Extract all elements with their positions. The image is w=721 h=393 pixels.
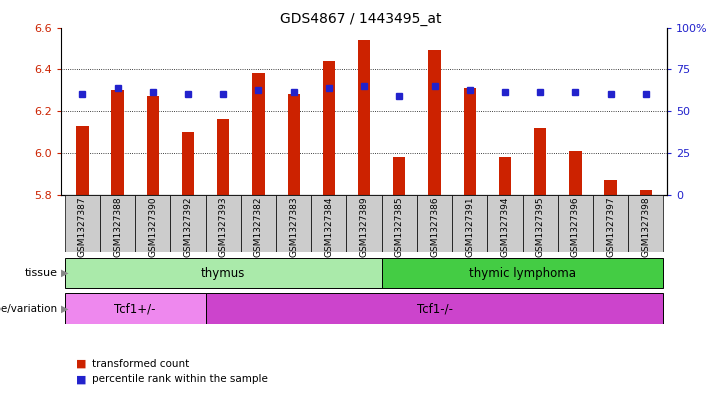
Bar [487, 195, 523, 252]
Text: GSM1327385: GSM1327385 [395, 196, 404, 257]
Bar [170, 195, 205, 252]
Bar [323, 61, 335, 195]
Bar [381, 258, 663, 288]
Bar [217, 119, 229, 195]
Bar [182, 132, 194, 195]
Bar [276, 195, 311, 252]
Text: GSM1327397: GSM1327397 [606, 196, 615, 257]
Text: GSM1327386: GSM1327386 [430, 196, 439, 257]
Bar [65, 294, 205, 323]
Text: GDS4867 / 1443495_at: GDS4867 / 1443495_at [280, 12, 441, 26]
Bar [205, 294, 663, 323]
Bar [569, 151, 582, 195]
Text: ■: ■ [76, 374, 87, 384]
Bar [100, 195, 136, 252]
Bar [205, 195, 241, 252]
Text: ▶: ▶ [61, 303, 68, 314]
Bar [428, 50, 441, 195]
Text: GSM1327390: GSM1327390 [149, 196, 157, 257]
Bar [604, 180, 616, 195]
Text: GSM1327396: GSM1327396 [571, 196, 580, 257]
Text: GSM1327389: GSM1327389 [360, 196, 368, 257]
Text: GSM1327395: GSM1327395 [536, 196, 544, 257]
Bar [523, 195, 558, 252]
Text: GSM1327393: GSM1327393 [218, 196, 228, 257]
Text: GSM1327391: GSM1327391 [465, 196, 474, 257]
Text: tissue: tissue [25, 268, 58, 278]
Text: GSM1327394: GSM1327394 [500, 196, 510, 257]
Bar [393, 157, 405, 195]
Text: GSM1327383: GSM1327383 [289, 196, 298, 257]
Text: GSM1327392: GSM1327392 [184, 196, 193, 257]
Bar [534, 128, 547, 195]
Bar [558, 195, 593, 252]
Text: ■: ■ [76, 358, 87, 369]
Bar [381, 195, 417, 252]
Bar [499, 157, 511, 195]
Text: thymic lymphoma: thymic lymphoma [469, 266, 576, 280]
Bar [417, 195, 452, 252]
Bar [628, 195, 663, 252]
Bar [112, 90, 124, 195]
Bar [65, 258, 381, 288]
Text: thymus: thymus [201, 266, 245, 280]
Bar [65, 195, 100, 252]
Bar [464, 88, 476, 195]
Bar [593, 195, 628, 252]
Bar [640, 190, 652, 195]
Bar [241, 195, 276, 252]
Bar [311, 195, 347, 252]
Bar [76, 126, 89, 195]
Text: percentile rank within the sample: percentile rank within the sample [92, 374, 267, 384]
Bar [252, 73, 265, 195]
Text: Tcf1-/-: Tcf1-/- [417, 302, 453, 315]
Bar [452, 195, 487, 252]
Text: GSM1327382: GSM1327382 [254, 196, 263, 257]
Text: transformed count: transformed count [92, 358, 189, 369]
Text: GSM1327387: GSM1327387 [78, 196, 87, 257]
Text: genotype/variation: genotype/variation [0, 303, 58, 314]
Bar [347, 195, 381, 252]
Text: GSM1327384: GSM1327384 [324, 196, 333, 257]
Bar [136, 195, 170, 252]
Text: GSM1327398: GSM1327398 [641, 196, 650, 257]
Text: GSM1327388: GSM1327388 [113, 196, 122, 257]
Text: Tcf1+/-: Tcf1+/- [115, 302, 156, 315]
Bar [146, 96, 159, 195]
Bar [358, 40, 371, 195]
Text: ▶: ▶ [61, 268, 68, 278]
Bar [288, 94, 300, 195]
